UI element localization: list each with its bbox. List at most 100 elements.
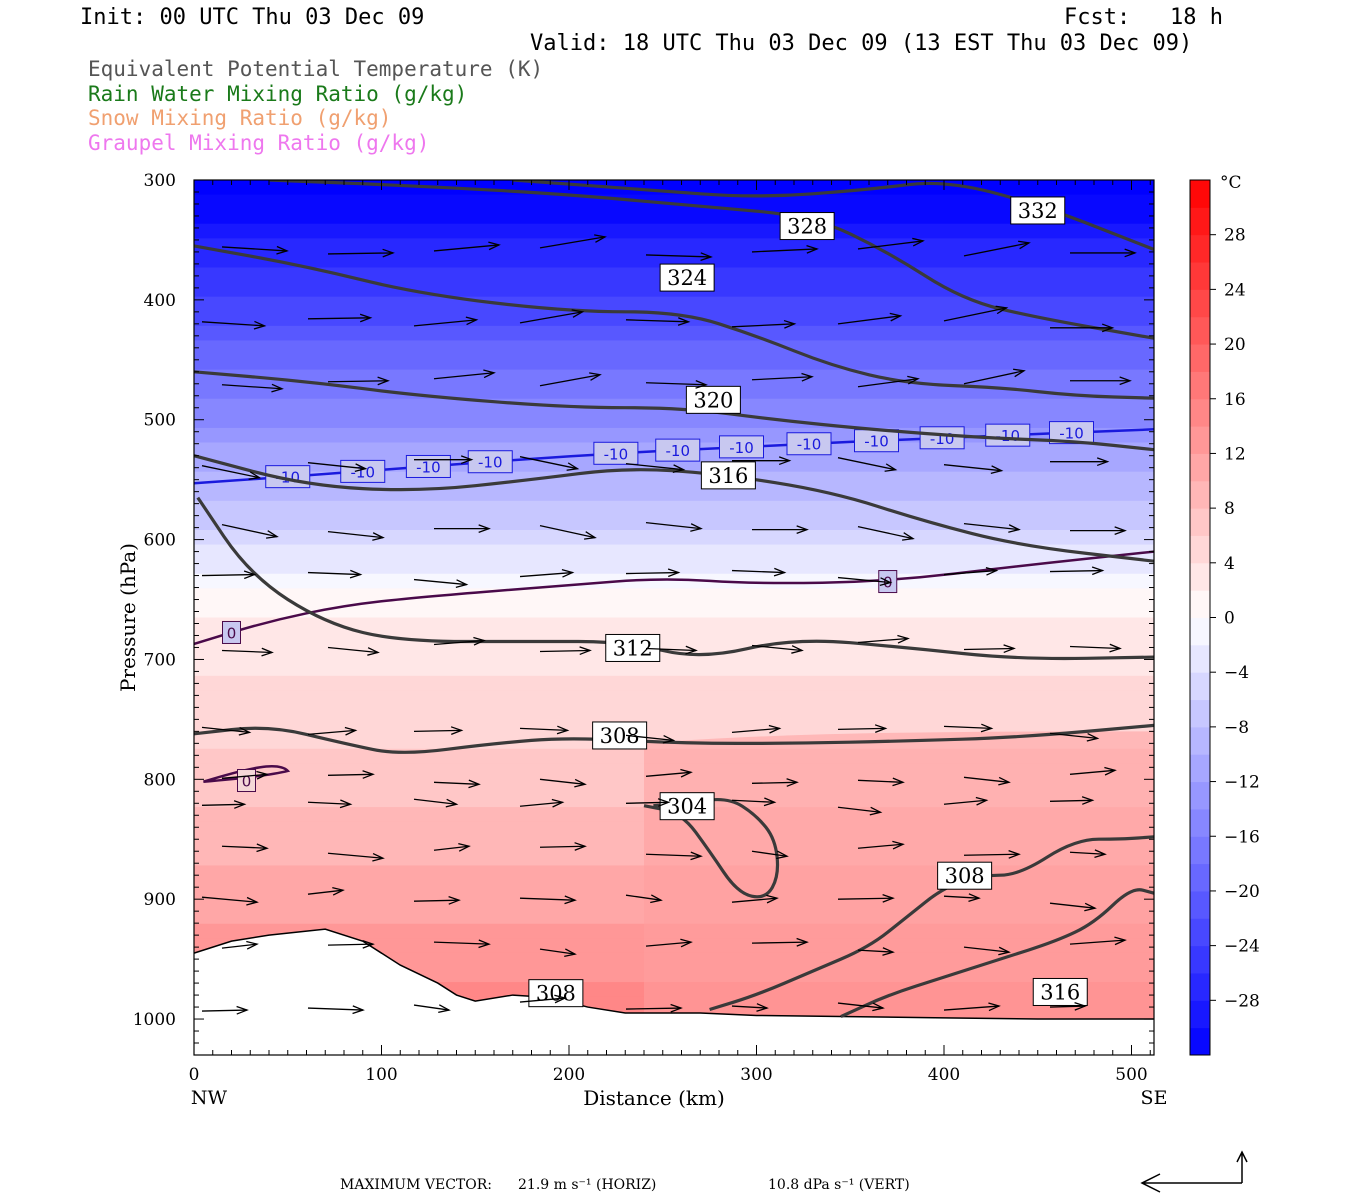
colorbar-band <box>1190 262 1210 290</box>
theta-e-contour-label: 316 <box>708 464 748 488</box>
colorbar-band <box>1190 289 1210 318</box>
reference-vector <box>1140 1150 1248 1193</box>
theta-e-label-box <box>659 263 715 292</box>
wind-vector-head <box>465 316 479 326</box>
warm-region <box>644 731 1154 1020</box>
wind-vector-head <box>1003 644 1016 654</box>
wind-vector-head <box>680 938 693 948</box>
temperature-contour-label-box <box>405 454 451 478</box>
wind-vector <box>413 319 477 327</box>
wind-vector <box>625 1007 682 1010</box>
wind-vector-head <box>1081 796 1095 805</box>
wind-vector <box>731 897 778 903</box>
wind-vector <box>307 801 351 805</box>
wind-vector <box>433 372 495 380</box>
wind-vector <box>645 647 697 652</box>
temperature-band <box>194 573 1154 590</box>
wind-vector <box>645 382 707 386</box>
wind-vector-head <box>672 464 686 473</box>
colorbar-band <box>1190 617 1210 646</box>
wind-vector <box>1049 569 1103 573</box>
wind-vector-head <box>874 724 888 733</box>
wind-vector <box>221 773 268 779</box>
temperature-contour-label: -10 <box>604 445 629 463</box>
colorbar-tick-label: −20 <box>1224 882 1260 902</box>
wind-vector-head <box>892 840 905 850</box>
wind-vector-head <box>680 768 693 778</box>
wind-vector-head <box>968 893 981 902</box>
wind-vector <box>327 943 374 946</box>
wind-vector <box>201 573 255 577</box>
wind-vector-head <box>670 1003 683 1013</box>
wind-vector <box>857 378 919 388</box>
colorbar-band <box>1190 1000 1210 1029</box>
wind-vector-head <box>1013 368 1026 378</box>
wind-vector-head <box>884 463 898 472</box>
colorbar-band <box>1190 672 1210 701</box>
temperature-band <box>194 705 1154 721</box>
wind-vector-head <box>801 372 814 382</box>
temperature-contour-label: -10 <box>996 427 1021 445</box>
wind-vector <box>857 949 894 953</box>
wind-vector <box>433 244 500 252</box>
wind-vector-head <box>450 726 464 735</box>
wind-vectors <box>201 234 1137 1015</box>
colorbar-band <box>1190 863 1210 892</box>
y-tick-label: 1000 <box>133 1010 176 1030</box>
theta-e-contour-316 <box>194 454 1154 563</box>
wind-vector-head <box>246 896 259 906</box>
wind-vector <box>433 781 480 785</box>
colorbar-band <box>1190 836 1210 865</box>
temperature-contour-label-box <box>919 426 965 450</box>
wind-vector-head <box>554 994 567 1004</box>
wind-vector-head <box>362 939 375 949</box>
wind-vector <box>307 729 356 736</box>
y-tick-label: 300 <box>144 171 176 191</box>
wind-vector <box>645 521 702 530</box>
wind-vector <box>413 1004 450 1011</box>
wind-vector-head <box>261 647 274 657</box>
y-tick-label: 600 <box>144 531 176 551</box>
wind-vector <box>837 727 886 731</box>
wind-vector-head <box>594 234 607 243</box>
wind-vector-head <box>657 798 671 807</box>
wind-vector-head <box>1084 902 1097 912</box>
wind-vector-head <box>276 245 289 255</box>
wind-vector <box>645 771 692 777</box>
wind-vector-head <box>897 634 910 644</box>
colorbar-band <box>1190 945 1210 974</box>
wind-vector <box>519 997 566 1003</box>
wind-vector-head <box>372 532 385 541</box>
colorbar-tick-label: −8 <box>1224 718 1249 738</box>
wind-vector <box>519 801 563 807</box>
wind-vector-head <box>551 798 565 808</box>
wind-vector-head <box>367 647 380 656</box>
theta-e-contour-308 <box>194 723 1154 754</box>
temperature-band <box>194 486 1154 502</box>
temperature-contour-label: 0 <box>242 773 252 791</box>
wind-vector-head <box>869 806 883 816</box>
colorbar-band <box>1190 808 1210 837</box>
plot-frame <box>193 179 1155 1056</box>
theta-e-label-box <box>779 212 835 241</box>
wind-vector <box>625 734 674 742</box>
wind-vector-head <box>561 568 575 578</box>
temperature-contour-label: -10 <box>416 458 441 476</box>
wind-vector <box>201 1009 248 1012</box>
temperature-contour-label: -10 <box>729 439 754 457</box>
x-tick-label: 100 <box>365 1065 397 1085</box>
wind-vector-head <box>1074 1001 1087 1011</box>
terrain-mask <box>194 929 1154 1055</box>
wind-vector-head <box>359 313 373 323</box>
wind-vector <box>837 315 901 325</box>
wind-vector <box>413 578 467 586</box>
wind-vector-head <box>907 375 920 385</box>
theta-e-contour-328 <box>268 180 1154 340</box>
wind-vector-head <box>248 471 262 480</box>
wind-vector <box>963 946 1010 953</box>
wind-vector-head <box>253 320 267 330</box>
temperature-band <box>194 252 1154 269</box>
wind-vector <box>837 457 896 471</box>
wind-vector <box>327 380 389 383</box>
